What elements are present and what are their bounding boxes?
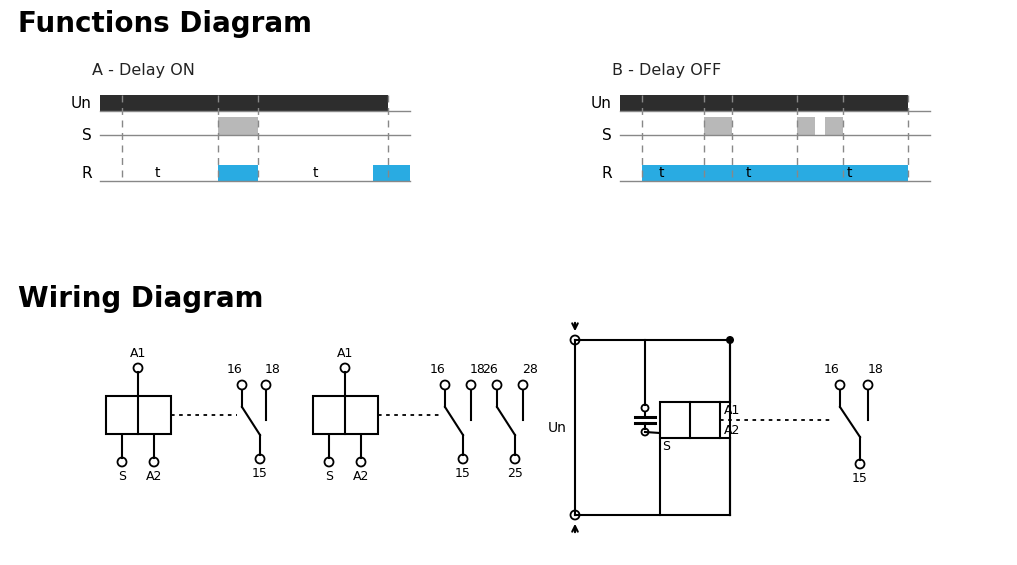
Text: S: S [662,440,670,453]
Text: A2: A2 [145,470,162,483]
Text: S: S [118,470,126,483]
Text: 16: 16 [824,363,840,376]
Text: 28: 28 [522,363,538,376]
Text: Un: Un [591,95,612,111]
Text: A1: A1 [337,347,353,360]
Bar [106,396,171,434]
Text: A1: A1 [130,347,146,360]
Text: Un: Un [548,420,567,434]
Text: 15: 15 [455,467,471,480]
Bar [620,95,908,111]
Text: 26: 26 [482,363,498,376]
Text: 15: 15 [252,467,267,480]
Text: Un: Un [71,95,92,111]
Text: t: t [155,166,160,180]
Text: 25: 25 [507,467,523,480]
Bar [218,117,258,135]
Text: A2: A2 [353,470,369,483]
Text: Wiring Diagram: Wiring Diagram [18,285,263,313]
Bar [704,117,731,135]
Bar [660,402,720,438]
Text: S: S [602,128,612,142]
Text: 16: 16 [430,363,445,376]
Bar [312,396,377,434]
Text: 18: 18 [265,363,281,376]
Bar [373,165,410,181]
Circle shape [726,336,734,344]
Bar [704,165,796,181]
Text: t: t [846,166,852,180]
Text: 16: 16 [227,363,243,376]
Text: t: t [745,166,752,180]
Text: 15: 15 [852,472,868,485]
Text: B - Delay OFF: B - Delay OFF [612,63,721,78]
Text: S: S [325,470,333,483]
Text: R: R [81,166,92,180]
Bar [796,165,908,181]
Text: A - Delay ON: A - Delay ON [92,63,195,78]
Text: t: t [312,166,318,180]
Text: 18: 18 [470,363,486,376]
Bar [100,95,388,111]
Bar [825,117,843,135]
Text: S: S [82,128,92,142]
Text: 18: 18 [869,363,884,376]
Bar [642,165,704,181]
Text: Functions Diagram: Functions Diagram [18,10,312,38]
Text: A2: A2 [724,424,740,437]
Bar [796,117,816,135]
Text: R: R [601,166,612,180]
Text: t: t [659,166,664,180]
Text: A1: A1 [724,403,740,416]
Bar [218,165,258,181]
